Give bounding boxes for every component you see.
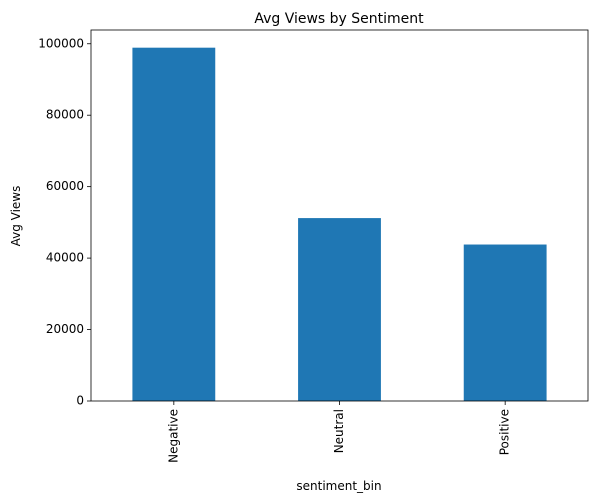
x-tick-label: Negative [166,409,180,463]
plot-frame [90,29,589,402]
y-tick-label: 80000 [46,108,84,122]
y-tick-label: 40000 [46,251,84,265]
x-axis: Negative Neutral Positive [166,401,512,463]
y-axis-label: Avg Views [9,186,23,247]
chart-title: Avg Views by Sentiment [254,11,424,27]
bar-neutral [298,218,381,401]
y-tick-label: 60000 [46,179,84,193]
y-tick-label: 100000 [38,36,84,50]
y-axis: 0 20000 40000 60000 80000 100000 [38,36,91,408]
bar-positive [463,244,547,401]
x-axis-label: sentiment_bin [296,479,381,493]
y-tick-label: 0 [76,394,84,408]
bars-group [132,47,547,401]
x-tick-label: Positive [498,409,512,455]
x-tick-label: Neutral [332,409,346,453]
bar-negative [132,47,216,401]
y-tick-label: 20000 [46,322,84,336]
